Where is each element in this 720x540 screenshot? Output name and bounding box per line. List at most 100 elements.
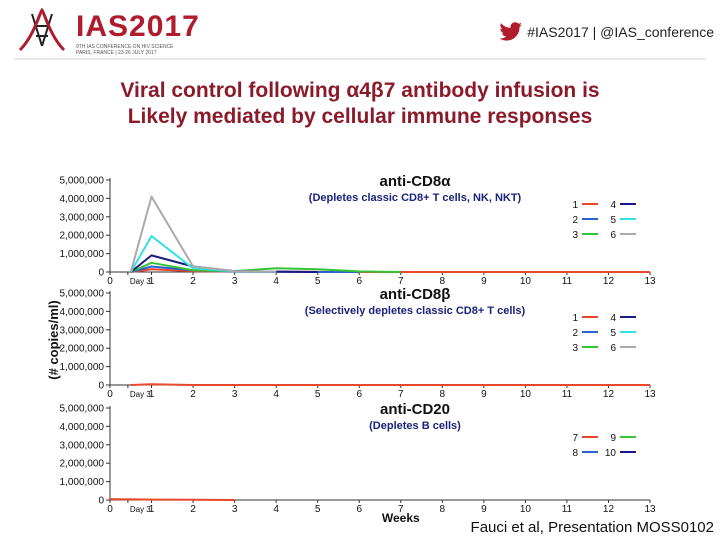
- logo-subtitle-location: PARIS, FRANCE | 23-26 JULY 2017: [76, 50, 157, 56]
- y-tick-label: 1,000,000: [60, 477, 105, 488]
- series-6-line: [129, 195, 277, 273]
- x-tick-label: Day 3: [130, 505, 151, 514]
- legend-label: 4: [610, 313, 616, 324]
- x-tick-label: 6: [356, 504, 362, 515]
- legend-label: 5: [610, 215, 616, 226]
- x-tick-label: 7: [398, 389, 404, 400]
- x-tick-label: 5: [315, 504, 321, 515]
- series-1-line: [130, 383, 650, 386]
- legend-label: 1: [572, 200, 578, 211]
- panel-title: anti-CD8α: [380, 173, 452, 190]
- x-tick-label: 11: [562, 389, 573, 400]
- x-tick-label: 7: [398, 276, 404, 287]
- x-tick-label: 5: [315, 389, 321, 400]
- y-tick-label: 5,000,000: [60, 176, 105, 187]
- slide-title: Viral control following α4β7 antibody in…: [0, 78, 720, 130]
- legend-label: 3: [572, 230, 578, 241]
- y-tick-label: 2,000,000: [60, 459, 105, 470]
- x-tick-label: 5: [315, 276, 321, 287]
- y-tick-label: 5,000,000: [60, 289, 105, 300]
- x-axis-label: Weeks: [382, 511, 420, 525]
- y-tick-label: 2,000,000: [60, 344, 105, 355]
- y-tick-label: 4,000,000: [60, 422, 105, 433]
- slide-title-line1: Viral control following α4β7 antibody in…: [120, 79, 600, 102]
- x-tick-label: 0: [107, 504, 113, 515]
- hashtag-text: #IAS2017 | @IAS_conference: [527, 24, 714, 40]
- x-tick-label: 12: [603, 389, 615, 400]
- x-tick-label: 3: [232, 276, 238, 287]
- x-tick-label: 9: [481, 389, 487, 400]
- x-tick-label: 8: [440, 504, 446, 515]
- y-tick-label: 0: [98, 496, 104, 507]
- twitter-bird-icon: [499, 22, 523, 41]
- series-7-line: [109, 498, 235, 501]
- y-tick-label: 4,000,000: [60, 194, 105, 205]
- x-tick-label: 4: [273, 504, 279, 515]
- x-tick-label: 11: [562, 276, 573, 287]
- x-tick-label: 1: [149, 389, 155, 400]
- x-tick-label: 1: [149, 276, 155, 287]
- x-tick-label: 6: [356, 276, 362, 287]
- x-tick-label: 13: [644, 389, 656, 400]
- panel-title: anti-CD8β: [380, 286, 451, 303]
- y-tick-label: 4,000,000: [60, 307, 105, 318]
- x-tick-label: 10: [520, 276, 532, 287]
- legend-label: 6: [610, 230, 616, 241]
- y-tick-label: 5,000,000: [60, 404, 105, 415]
- y-tick-label: 0: [98, 268, 104, 279]
- legend-label: 1: [572, 313, 578, 324]
- y-tick-label: 3,000,000: [60, 212, 105, 223]
- legend-label: 8: [572, 448, 578, 459]
- legend-label: 9: [610, 433, 616, 444]
- panel-subtitle: (Selectively depletes classic CD8+ T cel…: [305, 305, 526, 317]
- viral-load-chart: (# copies/ml) 0 1,000,000 2,000,000 3,000,00…: [46, 173, 656, 525]
- x-tick-label: 9: [481, 276, 487, 287]
- twitter-handle: #IAS2017 | @IAS_conference: [499, 22, 714, 42]
- legend-label: 7: [572, 433, 578, 444]
- x-tick-label: 8: [440, 276, 446, 287]
- x-tick-label: 13: [644, 276, 656, 287]
- x-tick-label: 0: [107, 276, 113, 287]
- x-tick-label: 11: [562, 504, 573, 515]
- y-tick-label: 1,000,000: [60, 249, 105, 260]
- legend-label: 4: [610, 200, 616, 211]
- legend-label: 10: [605, 448, 617, 459]
- x-tick-label: 12: [603, 504, 615, 515]
- x-tick-label: 7: [398, 504, 404, 515]
- legend-label: 2: [572, 328, 578, 339]
- series-3-line: [130, 261, 401, 273]
- x-tick-label: 4: [273, 276, 279, 287]
- logo-title: IAS2017: [76, 10, 200, 43]
- x-tick-label: 4: [273, 389, 279, 400]
- ribbon-eiffel-icon: [18, 7, 66, 52]
- panel-subtitle: (Depletes classic CD8+ T cells, NK, NKT): [309, 192, 522, 204]
- x-tick-label: 6: [356, 389, 362, 400]
- x-tick-label: Day 3: [130, 277, 151, 286]
- slide-title-line2: Likely mediated by cellular immune respo…: [127, 105, 593, 128]
- conference-logo: IAS2017 9TH IAS CONFERENCE ON HIV SCIENC…: [14, 6, 199, 56]
- citation: Fauci et al, Presentation MOSS0102: [470, 519, 714, 536]
- x-tick-label: 10: [520, 389, 532, 400]
- x-tick-label: 2: [190, 276, 196, 287]
- x-tick-label: 2: [190, 504, 196, 515]
- legend-label: 2: [572, 215, 578, 226]
- x-tick-label: 1: [149, 504, 155, 515]
- x-tick-label: 9: [481, 504, 487, 515]
- y-tick-label: 3,000,000: [60, 325, 105, 336]
- y-axis-label: (# copies/ml): [46, 300, 61, 379]
- x-tick-label: 3: [232, 504, 238, 515]
- legend-label: 3: [572, 343, 578, 354]
- y-tick-label: 1,000,000: [60, 362, 105, 373]
- header-divider: [14, 58, 706, 60]
- x-tick-label: 12: [603, 276, 615, 287]
- x-tick-label: 2: [190, 389, 196, 400]
- y-tick-label: 0: [98, 381, 104, 392]
- y-tick-label: 2,000,000: [60, 231, 105, 242]
- x-tick-label: 0: [107, 389, 113, 400]
- x-tick-label: 13: [644, 504, 656, 515]
- panel-subtitle: (Depletes B cells): [369, 420, 461, 432]
- x-tick-label: 10: [520, 504, 532, 515]
- y-tick-label: 3,000,000: [60, 440, 105, 451]
- x-tick-label: 8: [440, 389, 446, 400]
- logo-subtitle: 9TH IAS CONFERENCE ON HIV SCIENCE: [76, 44, 174, 50]
